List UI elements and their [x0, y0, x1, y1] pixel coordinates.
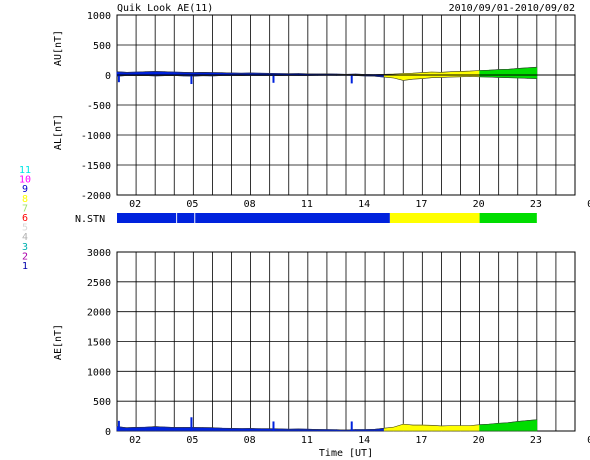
date-range: 2010/09/01-2010/09/02 — [449, 3, 575, 14]
legend-entry: 6 — [22, 213, 28, 224]
data-area — [173, 427, 185, 432]
x-tick-label: 17 — [415, 199, 427, 210]
au-axis-label: AU[nT] — [53, 30, 64, 66]
x-tick-label: 08 — [244, 199, 256, 210]
x-tick-label: 05 — [186, 435, 198, 446]
station-segment — [117, 213, 177, 223]
data-area — [240, 428, 251, 432]
y-tick-label: 2500 — [87, 278, 111, 289]
data-area — [526, 419, 538, 432]
y-tick-label: -1500 — [81, 161, 111, 172]
x-axis-label: Time [UT] — [319, 448, 373, 459]
station-count-panel: N.STN — [75, 213, 537, 225]
y-tick-label: 1000 — [87, 11, 111, 22]
legend-entry: 3 — [22, 242, 28, 253]
x-tick-label: 02 — [129, 435, 141, 446]
x-tick-label: 08 — [244, 435, 256, 446]
legend-entry: 9 — [22, 184, 28, 195]
data-area — [135, 426, 146, 432]
y-tick-label: -500 — [87, 101, 111, 112]
ae-axis-label: AE[nT] — [53, 324, 64, 360]
data-area — [412, 72, 423, 80]
data-line — [116, 419, 537, 431]
station-segment — [479, 213, 537, 223]
y-tick-label: 1500 — [87, 338, 111, 349]
data-area — [507, 421, 519, 432]
x-tick-label: 02 — [129, 199, 141, 210]
y-tick-label: 0 — [105, 71, 111, 82]
ae-panel: 0 500 1000 1500 2000 2500 3000 02 05 08 11 14 17 20 23… — [53, 248, 590, 459]
x-tick-label: 17 — [415, 435, 427, 446]
data-area — [488, 422, 499, 432]
y-tick-label: 2000 — [87, 308, 111, 319]
x-tick-label: 20 — [473, 199, 485, 210]
station-segment — [389, 213, 480, 223]
y-tick-label: -1000 — [81, 131, 111, 142]
y-tick-label: -2000 — [81, 191, 111, 202]
data-area — [479, 423, 490, 432]
legend-entry: 7 — [22, 203, 28, 214]
data-area — [460, 70, 471, 78]
plot-title: Quik Look AE(11) — [117, 3, 213, 14]
data-area — [202, 427, 213, 432]
station-segment — [195, 213, 390, 223]
x-tick-label: 11 — [301, 435, 313, 446]
legend-entry: 1 — [22, 261, 28, 272]
data-area — [450, 71, 461, 78]
data-area — [469, 70, 480, 78]
x-tick-label: 23 — [530, 435, 542, 446]
y-tick-label: 500 — [93, 41, 111, 52]
x-tick-label: 02 — [587, 435, 590, 446]
data-area — [517, 67, 528, 79]
data-area — [498, 422, 509, 432]
x-tick-label: 23 — [530, 199, 542, 210]
legend-entry: 5 — [22, 223, 28, 234]
x-tick-label: 05 — [186, 199, 198, 210]
data-area — [507, 68, 519, 79]
data-area — [193, 427, 204, 432]
data-area — [498, 68, 509, 79]
data-area — [431, 425, 442, 432]
y-tick-label: 0 — [105, 427, 111, 438]
data-area — [488, 69, 499, 78]
data-area — [479, 69, 490, 78]
x-tick-label: 11 — [301, 199, 313, 210]
x-tick-label: 14 — [358, 435, 370, 446]
legend-entry: 2 — [22, 251, 28, 262]
legend-entry: 8 — [22, 194, 28, 205]
legend-entry: 10 — [19, 175, 31, 186]
data-area — [422, 424, 433, 432]
station-segment — [177, 213, 195, 223]
legend-entry: 4 — [22, 232, 28, 243]
y-tick-label: 3000 — [87, 248, 111, 259]
data-area — [526, 66, 538, 79]
y-tick-label: 1000 — [87, 367, 111, 378]
data-area — [517, 420, 528, 432]
au-al-panel: -2000 -1500 -1000 -500 0 500 1000 02 05 08 11 14 17 2… — [53, 11, 590, 210]
data-area — [412, 424, 423, 432]
al-axis-label: AL[nT] — [53, 114, 64, 150]
data-line — [116, 66, 537, 75]
x-tick-label: 20 — [473, 435, 485, 446]
legend-entry: 11 — [19, 165, 31, 176]
x-tick-label: 02 — [587, 199, 590, 210]
station-label: N.STN — [75, 214, 105, 225]
data-area — [441, 425, 452, 432]
data-area — [450, 425, 461, 432]
x-tick-label: 14 — [358, 199, 370, 210]
y-tick-label: 500 — [93, 397, 111, 408]
data-area — [460, 425, 471, 432]
